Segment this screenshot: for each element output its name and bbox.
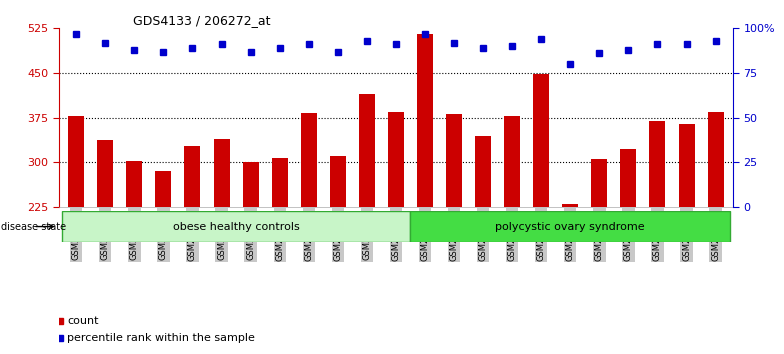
Bar [533,74,550,207]
Text: obese healthy controls: obese healthy controls [172,222,299,232]
Text: GDS4133 / 206272_at: GDS4133 / 206272_at [133,14,270,27]
Bar [301,113,317,207]
Bar [68,116,84,207]
Bar [97,140,114,207]
Text: polycystic ovary syndrome: polycystic ovary syndrome [495,222,645,232]
Bar [446,114,462,207]
Bar [272,158,288,207]
Bar [411,211,730,242]
Bar [126,161,143,207]
Bar [417,34,433,207]
Text: count: count [67,316,99,326]
Bar [62,211,411,242]
Bar [388,112,404,207]
Bar [591,159,608,207]
Text: percentile rank within the sample: percentile rank within the sample [67,333,255,343]
Bar [213,138,230,207]
Bar [359,94,375,207]
Bar [649,121,666,207]
Bar [155,171,172,207]
Bar [562,204,579,207]
Bar [620,149,637,207]
Bar [678,124,695,207]
Text: disease state: disease state [1,222,66,232]
Bar [475,136,491,207]
Bar [504,116,520,207]
Bar [242,162,259,207]
Bar [330,156,346,207]
Bar [708,112,724,207]
Bar [184,146,201,207]
